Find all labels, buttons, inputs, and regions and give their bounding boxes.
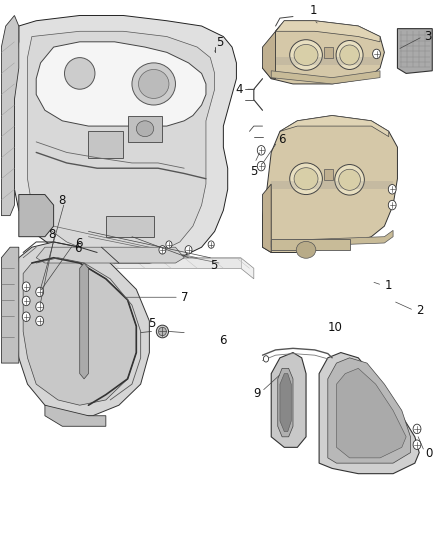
Text: 5: 5 <box>216 36 224 49</box>
Ellipse shape <box>22 296 30 305</box>
Polygon shape <box>271 352 306 447</box>
Ellipse shape <box>290 163 322 195</box>
Polygon shape <box>262 184 271 253</box>
Polygon shape <box>262 31 276 79</box>
Text: 8: 8 <box>58 195 66 207</box>
Text: 2: 2 <box>416 304 423 317</box>
Text: 0: 0 <box>426 447 433 460</box>
Polygon shape <box>80 263 88 379</box>
Text: 9: 9 <box>253 387 260 400</box>
Polygon shape <box>45 405 106 426</box>
Text: 5: 5 <box>148 317 155 330</box>
Polygon shape <box>14 242 149 416</box>
Polygon shape <box>127 116 162 142</box>
Polygon shape <box>280 374 291 432</box>
Ellipse shape <box>263 356 268 362</box>
Polygon shape <box>271 71 380 84</box>
Ellipse shape <box>389 184 396 194</box>
Text: 6: 6 <box>219 335 226 348</box>
Polygon shape <box>319 352 419 474</box>
Ellipse shape <box>30 211 51 231</box>
Ellipse shape <box>413 424 421 434</box>
Text: 10: 10 <box>328 321 343 334</box>
Ellipse shape <box>36 302 44 311</box>
Polygon shape <box>1 247 19 363</box>
Polygon shape <box>88 131 123 158</box>
Text: 6: 6 <box>74 242 81 255</box>
Polygon shape <box>45 258 241 268</box>
Polygon shape <box>336 368 406 458</box>
Ellipse shape <box>64 58 95 89</box>
Polygon shape <box>397 29 432 74</box>
Polygon shape <box>271 230 393 247</box>
Ellipse shape <box>185 246 192 254</box>
Ellipse shape <box>290 40 322 70</box>
Ellipse shape <box>257 146 265 155</box>
Ellipse shape <box>208 241 214 248</box>
Text: 8: 8 <box>49 228 56 240</box>
Polygon shape <box>106 216 154 237</box>
Text: 6: 6 <box>278 133 286 146</box>
Polygon shape <box>14 15 237 263</box>
Polygon shape <box>324 169 333 180</box>
Ellipse shape <box>138 69 169 99</box>
Ellipse shape <box>36 316 44 326</box>
Ellipse shape <box>389 200 396 210</box>
Text: 7: 7 <box>181 290 188 304</box>
Polygon shape <box>19 195 53 237</box>
Polygon shape <box>262 21 385 84</box>
Ellipse shape <box>336 41 363 69</box>
Ellipse shape <box>132 63 176 105</box>
Ellipse shape <box>22 282 30 292</box>
Ellipse shape <box>159 246 166 254</box>
Polygon shape <box>23 258 254 279</box>
Ellipse shape <box>373 49 381 59</box>
Polygon shape <box>28 31 215 253</box>
Text: 6: 6 <box>75 237 83 249</box>
Polygon shape <box>1 15 19 216</box>
Polygon shape <box>271 239 350 250</box>
Polygon shape <box>280 116 389 136</box>
Ellipse shape <box>339 169 360 190</box>
Ellipse shape <box>156 325 169 338</box>
Polygon shape <box>36 42 206 126</box>
Ellipse shape <box>335 165 364 195</box>
Polygon shape <box>276 21 380 42</box>
Ellipse shape <box>257 161 265 171</box>
Ellipse shape <box>413 440 421 449</box>
Text: 5: 5 <box>210 259 217 272</box>
Polygon shape <box>328 358 410 463</box>
Polygon shape <box>36 247 184 263</box>
Ellipse shape <box>340 45 359 65</box>
Ellipse shape <box>22 312 30 321</box>
Ellipse shape <box>294 44 318 66</box>
Text: 3: 3 <box>424 30 432 43</box>
Ellipse shape <box>166 241 172 248</box>
Polygon shape <box>262 116 397 253</box>
Text: 1: 1 <box>385 279 392 292</box>
Polygon shape <box>23 258 136 405</box>
Polygon shape <box>324 47 333 58</box>
Ellipse shape <box>136 121 154 136</box>
Ellipse shape <box>294 168 318 190</box>
Polygon shape <box>278 368 293 437</box>
Text: 5: 5 <box>250 165 258 178</box>
Text: 1: 1 <box>310 4 318 17</box>
Ellipse shape <box>296 241 316 259</box>
Ellipse shape <box>36 287 44 297</box>
Ellipse shape <box>159 327 166 336</box>
Text: 4: 4 <box>236 83 243 96</box>
